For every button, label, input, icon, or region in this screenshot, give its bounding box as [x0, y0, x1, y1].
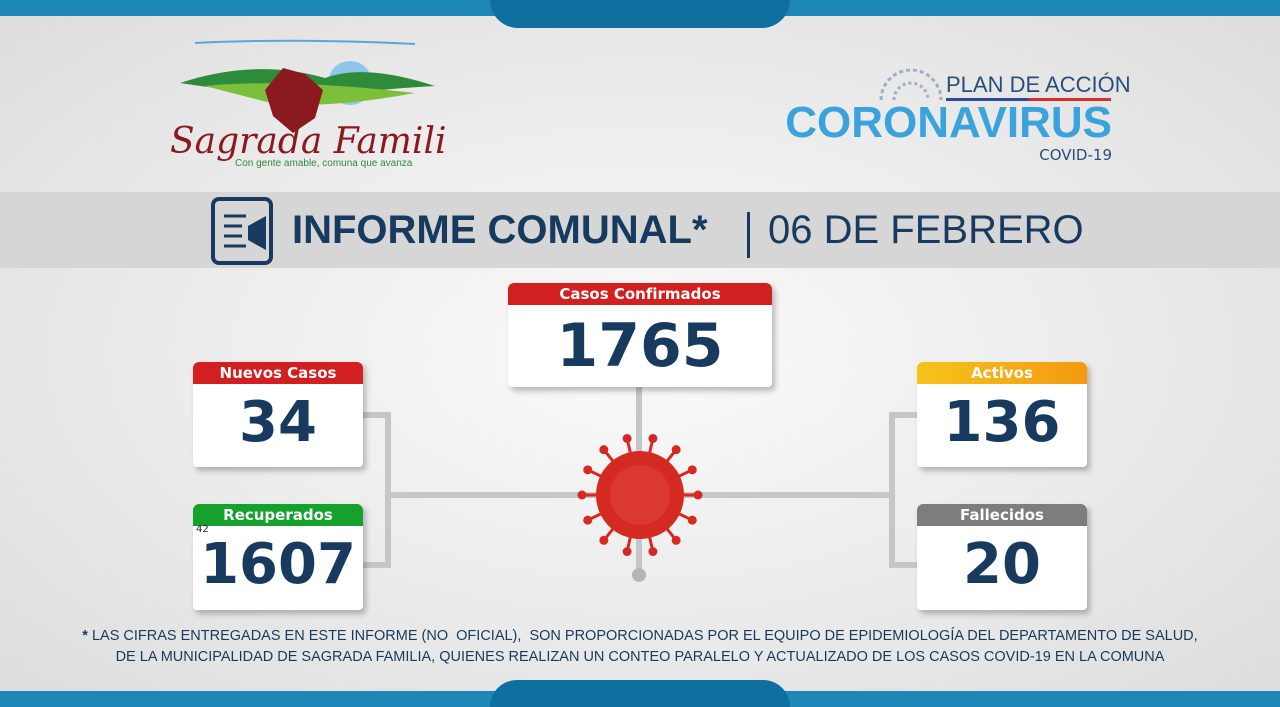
card-new: Nuevos Casos 34	[193, 362, 363, 467]
virus-icon	[577, 433, 703, 557]
virus-core	[610, 465, 670, 525]
virus-spike-tip	[687, 515, 697, 525]
card-label: Casos Confirmados	[508, 283, 772, 305]
campaign-rule	[946, 98, 1111, 101]
footnote-line: DE LA MUNICIPALIDAD DE SAGRADA FAMILIA, …	[115, 649, 1165, 665]
virus-spike-tip	[599, 535, 609, 545]
virus-spike-tip	[671, 535, 681, 545]
footnote-mark: *	[82, 628, 88, 644]
connector-dot	[632, 568, 646, 582]
campaign-title: CORONAVIRUS	[785, 98, 1112, 147]
campaign-arc-inner	[892, 81, 930, 101]
virus-spike-tip	[583, 515, 593, 525]
card-label: Recuperados	[193, 504, 363, 526]
card-label: Nuevos Casos	[193, 362, 363, 384]
header-title: INFORME COMUNAL*	[292, 208, 708, 252]
virus-spike-tip	[648, 547, 658, 557]
icon-frame	[211, 197, 273, 265]
card-value: 34	[239, 390, 317, 455]
virus-spike-tip	[599, 445, 609, 455]
card-value: 136	[943, 390, 1061, 455]
card-value: 1765	[556, 311, 724, 381]
card-value: 20	[963, 532, 1041, 597]
card-value: 1607	[200, 532, 356, 597]
logo: Sagrada Familia Con gente amable, comuna…	[170, 39, 445, 169]
logo-leaf	[265, 68, 323, 133]
card-label: Activos	[917, 362, 1087, 384]
connector	[889, 412, 917, 418]
connector	[385, 412, 391, 568]
card-note: 42	[196, 524, 209, 535]
header-date: 06 DE FEBRERO	[768, 208, 1084, 252]
connector	[889, 412, 895, 568]
top-tab	[490, 0, 790, 28]
card-label: Fallecidos	[917, 504, 1087, 526]
virus-spike-tip	[622, 433, 632, 443]
campaign-subtitle: COVID-19	[1039, 146, 1112, 164]
header-separator	[747, 212, 750, 258]
icon-lines	[224, 214, 246, 248]
card-confirmed: Casos Confirmados 1765	[508, 283, 772, 387]
connector	[363, 562, 391, 568]
card-deceased: Fallecidos 20	[917, 504, 1087, 610]
virus-spike-tip	[583, 465, 593, 475]
connector	[363, 412, 391, 418]
virus-spike-tip	[693, 490, 703, 500]
virus-spike-tip	[671, 445, 681, 455]
campaign-plan: PLAN DE ACCIÓN	[946, 72, 1131, 97]
logo-name: Sagrada Familia	[170, 121, 445, 162]
card-recovered: Recuperados 42 1607	[193, 504, 363, 610]
bottom-tab	[490, 680, 790, 707]
connector	[889, 562, 917, 568]
campaign-arc	[879, 68, 943, 101]
virus-spike-tip	[577, 490, 587, 500]
campaign-icon	[879, 68, 943, 101]
virus-spike-tip	[687, 465, 697, 475]
footnote-text: LAS CIFRAS ENTREGADAS EN ESTE INFORME (N…	[91, 628, 1198, 644]
card-active: Activos 136	[917, 362, 1087, 467]
footnote-line: * LAS CIFRAS ENTREGADAS EN ESTE INFORME …	[0, 628, 1280, 644]
virus-spike-tip	[648, 433, 658, 443]
header-icon	[211, 197, 273, 265]
virus-spike-tip	[622, 547, 632, 557]
logo-slogan: Con gente amable, comuna que avanza	[235, 158, 413, 169]
icon-megaphone	[248, 216, 266, 250]
logo-line	[194, 39, 416, 45]
